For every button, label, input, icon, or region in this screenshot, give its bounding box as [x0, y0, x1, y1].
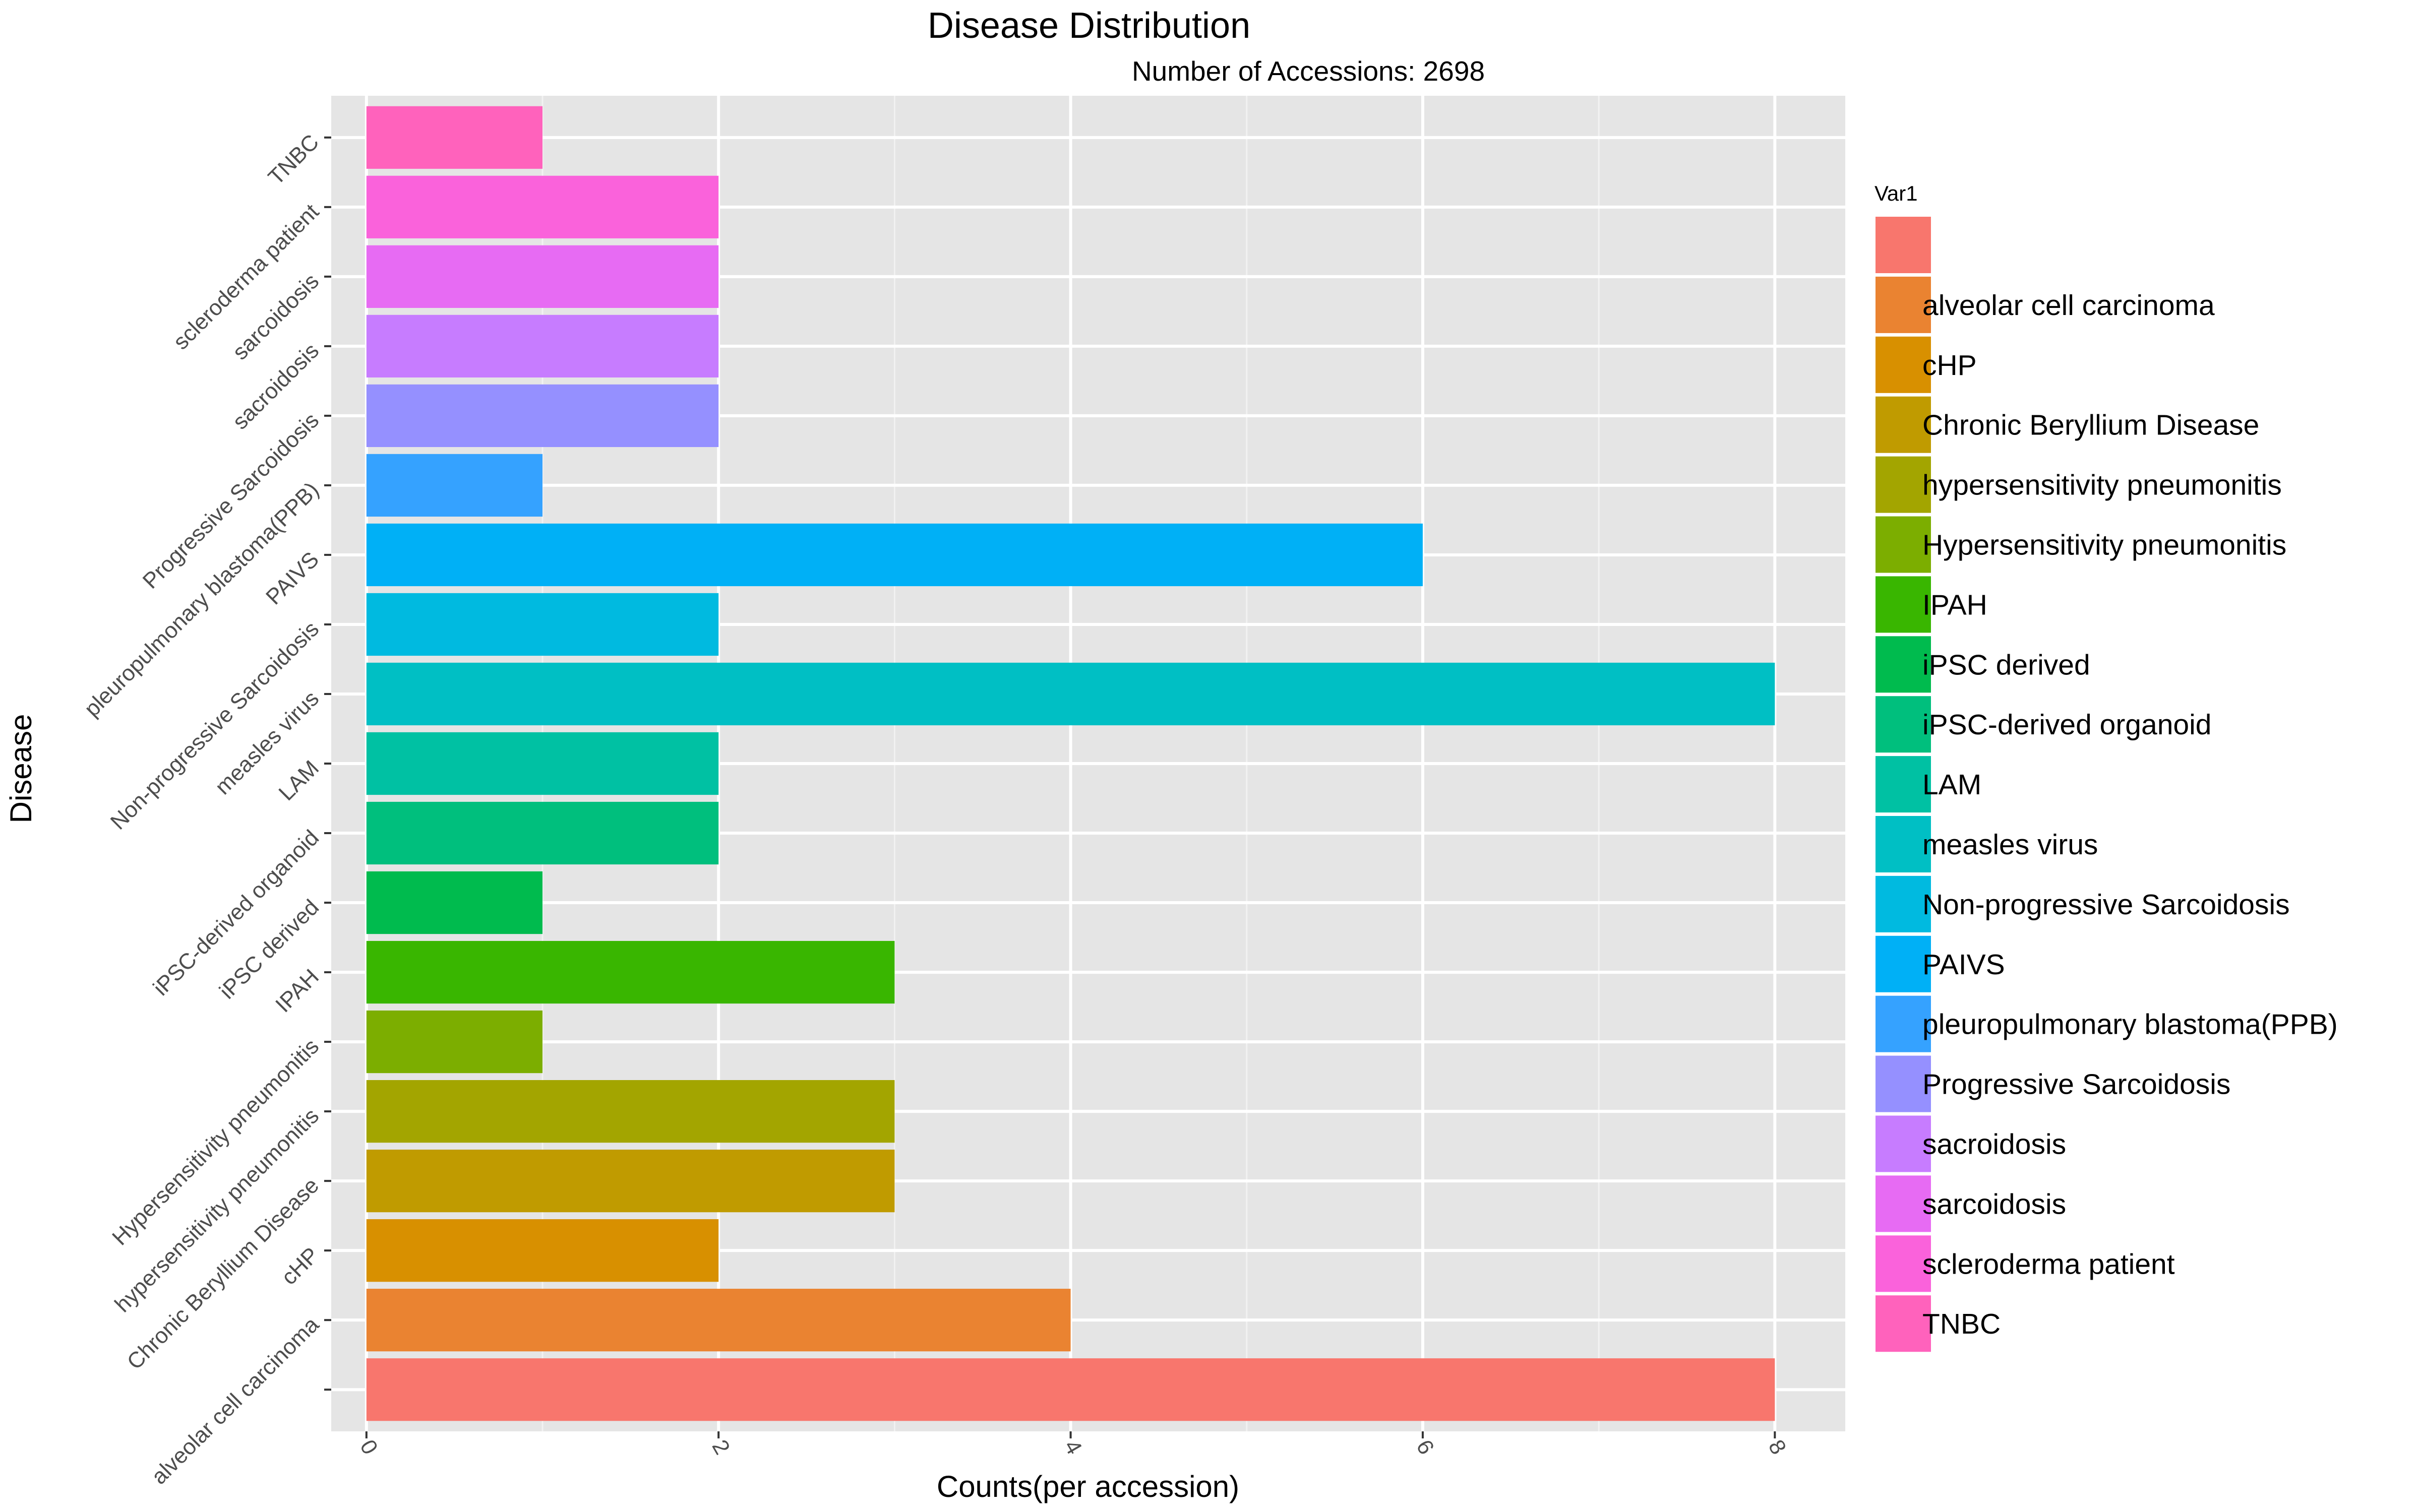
bar: [366, 523, 1423, 587]
bar: [366, 1150, 895, 1213]
legend-key: [1876, 636, 1931, 693]
legend-label: pleuropulmonary blastoma(PPB): [1922, 1009, 2338, 1041]
chart-title: Disease Distribution: [928, 6, 1250, 46]
x-tick-label: 4: [1059, 1436, 1087, 1459]
legend-label: measles virus: [1922, 829, 2098, 861]
bar: [366, 1219, 719, 1282]
bar: [366, 801, 719, 865]
bar: [366, 732, 719, 795]
legend-label: Progressive Sarcoidosis: [1922, 1068, 2230, 1101]
x-axis: 0 2 4 6 8: [355, 1431, 1791, 1459]
legend-label: iPSC derived: [1922, 649, 2090, 681]
chart-subtitle: Number of Accessions: 2698: [1132, 55, 1485, 87]
legend-label: LAM: [1922, 769, 1981, 801]
legend-key: [1876, 816, 1931, 872]
plot-area: [331, 96, 1845, 1431]
legend-key: [1876, 516, 1931, 573]
legend-key: [1876, 276, 1931, 333]
legend-key: [1876, 396, 1931, 453]
legend-label: sacroidosis: [1922, 1128, 2066, 1161]
legend-label: alveolar cell carcinoma: [1922, 289, 2215, 322]
bar: [366, 940, 895, 1004]
legend-key: [1876, 456, 1931, 513]
legend-label: cHP: [1922, 349, 1977, 382]
y-tick-label: PAIVS: [261, 547, 324, 609]
legend-key: [1876, 217, 1931, 273]
bar: [366, 1358, 1775, 1421]
bar: [366, 175, 719, 238]
legend: Var1 alveolar cell carcinoma cHP Chronic B…: [1874, 181, 2338, 1352]
bar: [366, 454, 543, 517]
legend-label: PAIVS: [1922, 949, 2005, 981]
legend-title: Var1: [1874, 181, 1918, 205]
bar: [366, 662, 1775, 726]
bar: [366, 245, 719, 308]
y-tick-label: cHP: [277, 1243, 324, 1290]
legend-label: TNBC: [1922, 1308, 2001, 1340]
legend-key: [1876, 576, 1931, 633]
legend-key: [1876, 1175, 1931, 1232]
bar: [366, 1080, 895, 1143]
legend-key: [1876, 935, 1931, 992]
bar: [366, 1289, 1071, 1352]
legend-key: [1876, 1295, 1931, 1352]
bar: [366, 1010, 543, 1074]
legend-label: Non-progressive Sarcoidosis: [1922, 889, 2290, 921]
bar: [366, 106, 543, 169]
legend-key: [1876, 336, 1931, 393]
legend-key: [1876, 756, 1931, 813]
y-tick-label: LAM: [274, 755, 324, 805]
legend-key: [1876, 696, 1931, 753]
legend-key: [1876, 1235, 1931, 1292]
legend-label: sarcoidosis: [1922, 1188, 2066, 1220]
legend-label: hypersensitivity pneumonitis: [1922, 469, 2282, 501]
legend-label: IPAH: [1922, 589, 1987, 621]
legend-label: Chronic Beryllium Disease: [1922, 409, 2259, 442]
legend-label: Hypersensitivity pneumonitis: [1922, 529, 2286, 561]
bar: [366, 871, 543, 934]
x-tick-label: 6: [1411, 1436, 1439, 1459]
x-tick-label: 0: [355, 1436, 383, 1459]
bar: [366, 593, 719, 656]
y-tick-label: IPAH: [271, 964, 324, 1017]
legend-key: [1876, 875, 1931, 932]
y-axis-title: Disease: [4, 714, 38, 824]
legend-label: iPSC-derived organoid: [1922, 709, 2211, 741]
bar: [366, 384, 719, 448]
legend-key: [1876, 995, 1931, 1052]
x-axis-title: Counts(per accession): [937, 1470, 1239, 1503]
x-tick-label: 8: [1764, 1436, 1791, 1459]
x-tick-label: 2: [707, 1436, 735, 1459]
y-tick-label: TNBC: [264, 130, 324, 190]
bar: [366, 314, 719, 377]
legend-label: scleroderma patient: [1922, 1248, 2175, 1280]
legend-key: [1876, 1055, 1931, 1112]
legend-key: [1876, 1115, 1931, 1172]
